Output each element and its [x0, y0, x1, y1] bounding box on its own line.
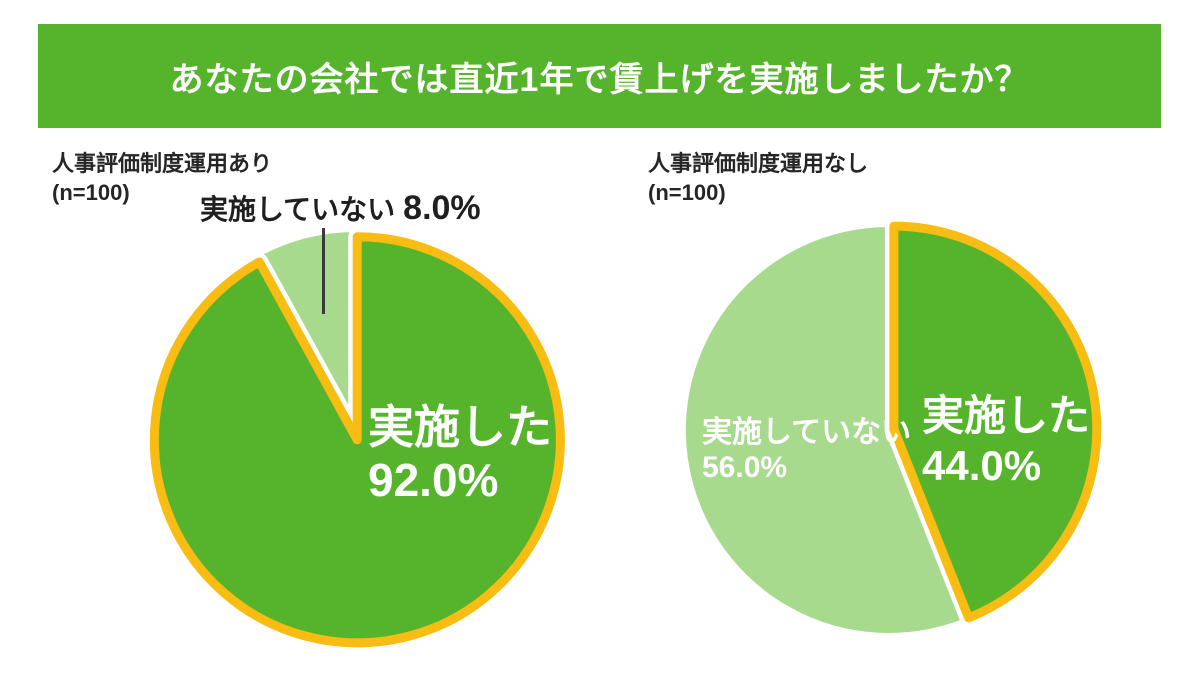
label-not-implemented-right-text: 実施していない	[702, 416, 912, 449]
callout-label-text: 実施していない	[200, 194, 396, 225]
chart-right-title: 人事評価制度運用なし	[648, 151, 869, 176]
callout-label-not-implemented: 実施していない 8.0%	[200, 188, 481, 228]
chart-right-sample-size: (n=100)	[648, 179, 726, 205]
label-implemented-right-text: 実施した	[922, 392, 1091, 439]
callout-label-percent: 8.0%	[403, 189, 481, 227]
chart-left-sample-size: (n=100)	[52, 179, 130, 205]
pie-chart-with-hr-system	[145, 227, 570, 652]
chart-right-header: 人事評価制度運用なし (n=100)	[648, 150, 868, 207]
pie-chart-without-hr-system	[685, 217, 1106, 633]
label-implemented-right: 実施した 44.0%	[922, 391, 1090, 492]
label-implemented-left-percent: 92.0%	[368, 454, 499, 507]
title-banner: あなたの会社では直近1年で賃上げを実施しましたか？	[38, 24, 1161, 128]
label-not-implemented-right-percent: 56.0%	[702, 451, 788, 485]
chart-left-header: 人事評価制度運用あり (n=100)	[52, 150, 272, 207]
label-implemented-left: 実施した 92.0%	[368, 401, 552, 508]
callout-leader-line	[322, 228, 325, 314]
label-implemented-right-percent: 44.0%	[922, 442, 1042, 490]
label-implemented-left-text: 実施した	[368, 401, 552, 453]
label-not-implemented-right: 実施していない 56.0%	[702, 415, 911, 485]
page-title: あなたの会社では直近1年で賃上げを実施しましたか？	[169, 60, 1030, 99]
chart-left-title: 人事評価制度運用あり	[52, 151, 273, 176]
